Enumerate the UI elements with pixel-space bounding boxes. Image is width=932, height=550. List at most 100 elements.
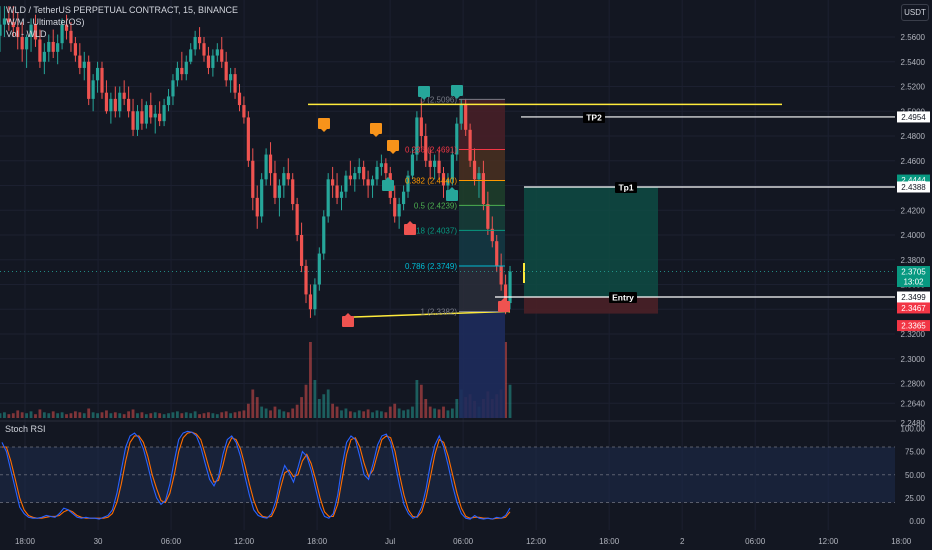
candle-body bbox=[246, 117, 250, 161]
candle-body bbox=[260, 179, 264, 217]
candle-body bbox=[224, 61, 228, 81]
candle-body bbox=[113, 98, 117, 112]
volume-bar bbox=[176, 411, 179, 418]
signal-tag-pointer bbox=[407, 221, 413, 224]
candle-body bbox=[273, 173, 277, 198]
drawings: 0 (2.5096) 0.236 (2.4691) 0.382 (2.4440) 0.… bbox=[0, 85, 895, 327]
volume-bar bbox=[16, 410, 20, 418]
volume-bar bbox=[335, 406, 339, 418]
time-tick: 18:00 bbox=[15, 537, 36, 546]
signal-tag-pointer bbox=[321, 129, 327, 132]
support-trendline bbox=[346, 310, 511, 319]
volume-bar bbox=[118, 413, 122, 418]
candle-body bbox=[51, 41, 55, 52]
candle-body bbox=[455, 123, 459, 155]
signal-tag bbox=[382, 177, 394, 191]
volume-bar bbox=[366, 409, 370, 418]
price-badge-bg bbox=[897, 276, 930, 288]
price-tick: 2.2800 bbox=[901, 380, 926, 389]
price-tick: 2.4200 bbox=[901, 206, 926, 215]
volume-bar bbox=[11, 413, 15, 418]
volume-bar bbox=[442, 406, 445, 418]
candle-body bbox=[291, 179, 295, 205]
candle-body bbox=[7, 18, 11, 23]
candle-body bbox=[197, 37, 202, 44]
indicator-volume-label[interactable]: Vol - WLD bbox=[6, 29, 47, 39]
signal-tag-pointer bbox=[501, 298, 507, 301]
time-tick: 18:00 bbox=[307, 537, 328, 546]
signal-tag-pointer bbox=[449, 187, 455, 190]
time-tick: 12:00 bbox=[818, 537, 839, 546]
volume-bar bbox=[300, 397, 303, 418]
candle-body bbox=[82, 61, 86, 68]
volume-bar bbox=[207, 412, 210, 418]
candle-body bbox=[277, 185, 282, 198]
volume-bar bbox=[397, 408, 401, 418]
candle-body bbox=[308, 294, 313, 310]
candle-body bbox=[415, 117, 419, 155]
currency-button[interactable]: USDT bbox=[901, 4, 929, 21]
candle-body bbox=[255, 197, 259, 217]
candle-body bbox=[379, 163, 384, 167]
time-tick: 2 bbox=[680, 537, 685, 546]
candle-body bbox=[158, 113, 162, 122]
volume-bar bbox=[100, 412, 104, 418]
price-badge: 13:02 bbox=[903, 278, 924, 287]
price-tick: 2.5200 bbox=[901, 83, 926, 92]
volume-bar bbox=[415, 380, 419, 418]
time-tick: 06:00 bbox=[161, 537, 182, 546]
volume-bar bbox=[34, 414, 37, 418]
signal-tag-body bbox=[387, 140, 399, 151]
volume-bar bbox=[242, 410, 246, 418]
volume-bar bbox=[282, 411, 286, 418]
candle-body bbox=[499, 265, 503, 285]
candle-body bbox=[282, 173, 286, 186]
volume-bar bbox=[508, 384, 512, 418]
volume-bar bbox=[131, 409, 135, 418]
volume-bar bbox=[362, 411, 366, 418]
candle-body bbox=[20, 37, 24, 50]
candle-body bbox=[486, 204, 490, 229]
candle-body bbox=[166, 96, 171, 106]
candle-body bbox=[171, 80, 175, 97]
volume-bar bbox=[233, 412, 237, 418]
volume-bar bbox=[193, 411, 197, 418]
signal-tag-body bbox=[370, 123, 382, 134]
volume-bar bbox=[91, 412, 95, 418]
candle-body bbox=[69, 30, 73, 44]
candle-body bbox=[237, 92, 242, 106]
candle-body bbox=[331, 179, 335, 186]
signal-tag-body bbox=[498, 301, 510, 312]
target-label-bg bbox=[615, 181, 637, 193]
volume-bar bbox=[406, 409, 410, 418]
signal-tag-pointer bbox=[390, 151, 396, 154]
volume-bar bbox=[51, 411, 55, 418]
indicator-ultimate-label[interactable]: W/M - Ultimate(OS) bbox=[6, 17, 85, 27]
volume-bar bbox=[433, 408, 437, 418]
price-tick: 2.5400 bbox=[901, 58, 926, 67]
target-label-tp2: TP2 bbox=[586, 112, 602, 122]
candle-body bbox=[140, 111, 144, 124]
candle-body bbox=[299, 235, 304, 266]
candle-body bbox=[131, 111, 135, 130]
volume-bar bbox=[167, 413, 170, 418]
time-tick: 18:00 bbox=[891, 537, 912, 546]
volume-bar bbox=[375, 410, 379, 418]
candle-body bbox=[0, 24, 2, 36]
candle-body bbox=[60, 24, 64, 44]
price-badge-bg bbox=[897, 181, 930, 193]
price-badge-bg bbox=[897, 320, 930, 332]
volume-bar bbox=[251, 389, 255, 418]
volume-bar bbox=[82, 413, 86, 418]
signal-tag-body bbox=[342, 316, 354, 327]
price-badge-bg bbox=[897, 291, 930, 303]
signal-tag-body bbox=[451, 85, 463, 96]
chart-title[interactable]: WLD / TetherUS PERPETUAL CONTRACT, 15, B… bbox=[6, 5, 239, 15]
signal-tag bbox=[370, 123, 382, 137]
candle-body bbox=[326, 179, 330, 217]
signal-tag bbox=[387, 140, 399, 154]
volume-bar bbox=[65, 414, 68, 418]
volume-bar bbox=[87, 408, 91, 418]
candle-body bbox=[47, 41, 51, 52]
